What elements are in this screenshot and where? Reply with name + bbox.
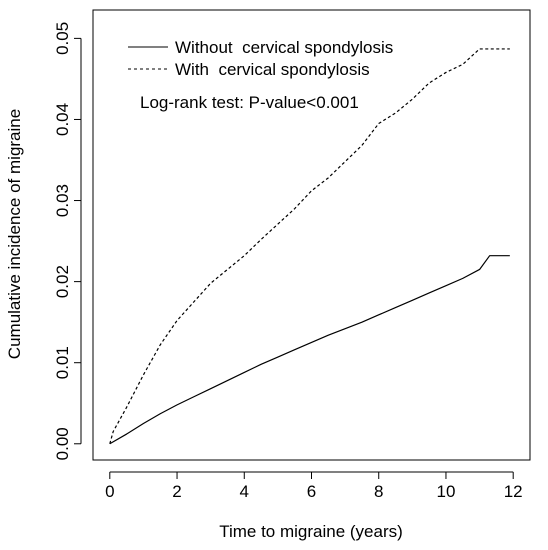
x-tick-label: 4 <box>240 482 249 501</box>
y-axis-label: Cumulative incidence of migraine <box>5 109 24 359</box>
x-tick-label: 2 <box>172 482 181 501</box>
x-tick-label: 6 <box>307 482 316 501</box>
x-tick-label: 12 <box>504 482 523 501</box>
legend: Without cervical spondylosis With cervic… <box>128 38 393 79</box>
x-tick-label: 10 <box>437 482 456 501</box>
x-tick-label: 8 <box>374 482 383 501</box>
y-tick-label: 0.00 <box>53 427 72 460</box>
axes: 0 2 4 6 8 10 12 0.00 0.01 0.02 0.03 0.04 0.05 <box>53 22 523 501</box>
legend-label-with: With cervical spondylosis <box>175 60 370 79</box>
series-layer <box>109 48 510 445</box>
y-tick-label: 0.01 <box>53 346 72 379</box>
x-axis-label: Time to migraine (years) <box>219 522 403 541</box>
series-line-with <box>109 48 510 444</box>
y-tick-label: 0.02 <box>53 265 72 298</box>
x-tick-label: 0 <box>105 482 114 501</box>
y-tick-label: 0.05 <box>53 22 72 55</box>
plot-frame <box>92 9 531 461</box>
y-tick-label: 0.04 <box>53 103 72 136</box>
logrank-annotation: Log-rank test: P-value<0.001 <box>140 93 359 112</box>
series-line-without <box>109 255 510 445</box>
y-tick-label: 0.03 <box>53 184 72 217</box>
legend-label-without: Without cervical spondylosis <box>175 38 393 57</box>
